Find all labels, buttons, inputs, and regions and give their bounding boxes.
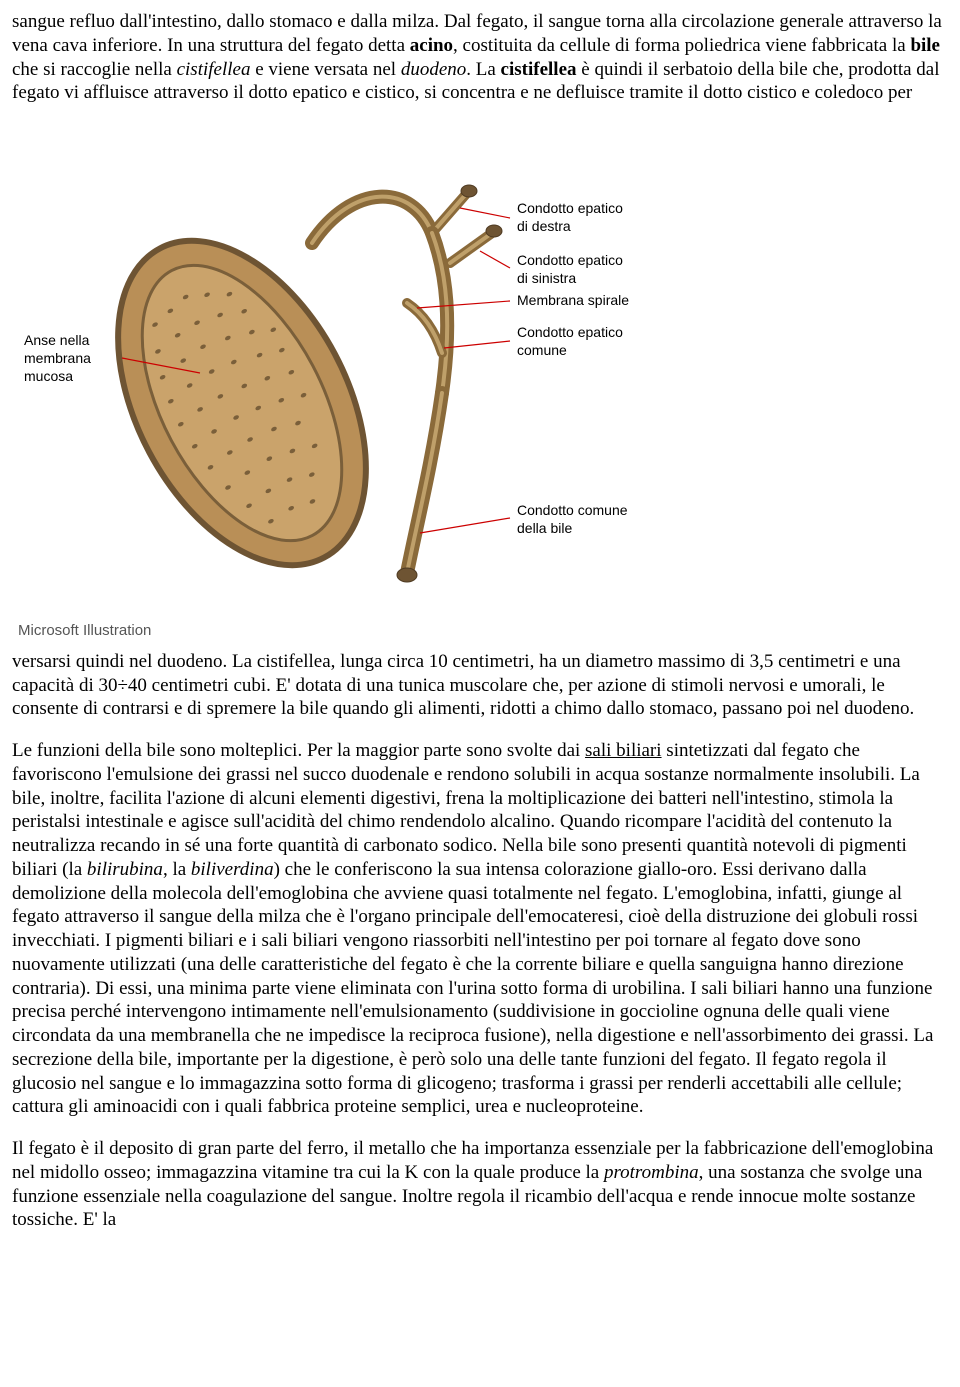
term-duodeno: duodeno [401, 59, 466, 80]
label-anse-1: Anse nella [24, 332, 90, 348]
text: che si raccoglie nella [12, 59, 177, 80]
label-ce-sx-1: Condotto epatico [517, 252, 623, 268]
svg-text:Condotto epatico: Condotto epatico [517, 200, 623, 216]
svg-text:Anse nella: Anse nella [24, 332, 90, 348]
svg-text:Condotto epatico: Condotto epatico [517, 324, 623, 340]
svg-text:Condotto comune: Condotto comune [517, 502, 628, 518]
term-cistifellea-bold: cistifellea [501, 59, 577, 80]
label-ce-com-2: comune [517, 342, 567, 358]
label-ce-dx-1: Condotto epatico [517, 200, 623, 216]
paragraph-bile-functions: Le funzioni della bile sono molteplici. … [12, 739, 948, 1119]
text: . La [466, 59, 500, 80]
text: ) che le conferiscono la sua intensa col… [12, 859, 933, 1118]
label-ce-com-1: Condotto epatico [517, 324, 623, 340]
svg-text:Condotto epatico: Condotto epatico [517, 252, 623, 268]
label-ce-dx-2: di destra [517, 218, 571, 234]
svg-text:Microsoft Illustration: Microsoft Illustration [18, 622, 151, 639]
label-cc-bile-1: Condotto comune [517, 502, 628, 518]
paragraph-after-figure: versarsi quindi nel duodeno. La cistifel… [12, 650, 948, 721]
paragraph-intro: sangue refluo dall'intestino, dallo stom… [12, 10, 948, 105]
svg-text:della bile: della bile [517, 520, 572, 536]
term-bile: bile [910, 35, 940, 56]
label-cc-bile-2: della bile [517, 520, 572, 536]
text: e viene versata nel [250, 59, 400, 80]
text: Le funzioni della bile sono molteplici. … [12, 740, 585, 761]
term-sali-biliari: sali biliari [585, 740, 662, 761]
term-bilirubina: bilirubina [87, 859, 163, 880]
term-protrombina: protrombina [604, 1162, 699, 1183]
gallbladder-diagram: Anse nella membrana mucosa Condotto epat… [12, 123, 948, 650]
text: , la [163, 859, 191, 880]
text: , costituita da cellule di forma poliedr… [453, 35, 910, 56]
paragraph-iron-store: Il fegato è il deposito di gran parte de… [12, 1137, 948, 1232]
svg-text:di destra: di destra [517, 218, 571, 234]
svg-text:comune: comune [517, 342, 567, 358]
svg-text:Membrana spirale: Membrana spirale [517, 292, 629, 308]
term-cistifellea: cistifellea [177, 59, 251, 80]
label-anse-3: mucosa [24, 368, 73, 384]
svg-text:mucosa: mucosa [24, 368, 73, 384]
diagram-credit: Microsoft Illustration [18, 622, 151, 639]
svg-text:membrana: membrana [24, 350, 91, 366]
svg-text:di sinistra: di sinistra [517, 270, 576, 286]
term-acino: acino [410, 35, 453, 56]
label-anse-2: membrana [24, 350, 91, 366]
label-ce-sx-2: di sinistra [517, 270, 576, 286]
text: versarsi quindi nel duodeno. La cistifel… [12, 651, 914, 720]
term-biliverdina: biliverdina [191, 859, 274, 880]
label-mem-spir: Membrana spirale [517, 292, 629, 308]
